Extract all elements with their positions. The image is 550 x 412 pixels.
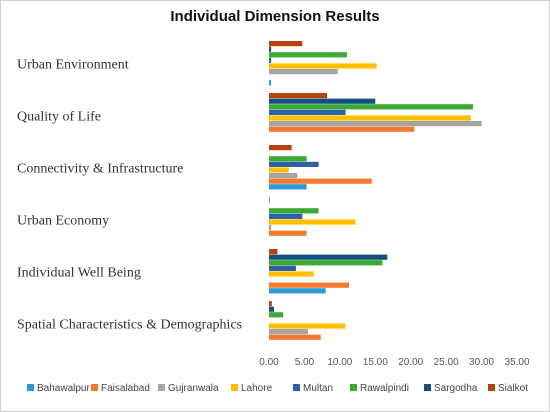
bar-faisalabad-individual-well-being <box>269 282 350 288</box>
bar-sialkot-quality-of-life <box>269 93 328 99</box>
bar-gujranwala-spatial-characteristics-and-demographics <box>269 329 308 335</box>
legend-label-faisalabad: Faisalabad <box>101 383 150 394</box>
category-label-individual-well-being: Individual Well Being <box>17 265 141 280</box>
bar-sargodha-individual-well-being <box>269 254 388 260</box>
category-label-spatial-characteristics-and-demographics: Spatial Characteristics & Demographics <box>17 317 242 332</box>
bar-lahore-individual-well-being <box>269 271 314 277</box>
category-label-urban-economy: Urban Economy <box>17 213 109 228</box>
legend-swatch-faisalabad <box>91 384 98 391</box>
bar-sialkot-urban-economy <box>269 197 270 203</box>
bar-bahawalpur-urban-environment <box>269 80 272 86</box>
bar-multan-individual-well-being <box>269 265 296 271</box>
bar-lahore-connectivity-and-infrastructure <box>269 167 289 173</box>
category-label-urban-environment: Urban Environment <box>17 57 129 72</box>
bar-gujranwala-urban-environment <box>269 69 338 75</box>
bar-faisalabad-connectivity-and-infrastructure <box>269 178 372 184</box>
legend-label-rawalpindi: Rawalpindi <box>360 383 409 394</box>
x-tick-label: 20.00 <box>398 357 423 368</box>
bar-sialkot-connectivity-and-infrastructure <box>269 145 292 151</box>
legend-swatch-lahore <box>231 384 238 391</box>
bar-sargodha-quality-of-life <box>269 98 376 104</box>
x-axis: 0.00 5.00 10.00 15.00 20.00 25.00 30.00 35.00 <box>259 357 530 368</box>
x-tick-label: 30.00 <box>469 357 494 368</box>
bar-lahore-quality-of-life <box>269 115 471 121</box>
legend-swatch-rawalpindi <box>350 384 357 391</box>
bar-multan-urban-environment <box>269 57 272 63</box>
bar-faisalabad-urban-economy <box>269 230 307 236</box>
bar-gujranwala-connectivity-and-infrastructure <box>269 173 298 179</box>
bar-rawalpindi-spatial-characteristics-and-demographics <box>269 312 284 318</box>
bar-lahore-urban-environment <box>269 63 377 69</box>
bar-sialkot-urban-environment <box>269 41 303 47</box>
x-tick-label: 35.00 <box>504 357 529 368</box>
bar-multan-urban-economy <box>269 213 303 219</box>
bar-rawalpindi-quality-of-life <box>269 104 474 110</box>
x-tick-label: 5.00 <box>295 357 315 368</box>
bar-bahawalpur-individual-well-being <box>269 288 326 294</box>
bar-sargodha-spatial-characteristics-and-demographics <box>269 306 274 312</box>
legend-label-lahore: Lahore <box>241 383 273 394</box>
legend-swatch-sargodha <box>424 384 431 391</box>
bar-faisalabad-quality-of-life <box>269 126 415 132</box>
bar-rawalpindi-urban-environment <box>269 52 347 58</box>
legend-swatch-bahawalpur <box>27 384 34 391</box>
bar-gujranwala-urban-economy <box>269 225 272 231</box>
legend-label-bahawalpur: Bahawalpur <box>37 383 90 394</box>
bar-gujranwala-quality-of-life <box>269 121 482 127</box>
legend-label-gujranwala: Gujranwala <box>168 383 219 394</box>
bar-rawalpindi-connectivity-and-infrastructure <box>269 156 307 162</box>
legend-label-sialkot: Sialkot <box>498 383 528 394</box>
bars-group <box>269 41 482 340</box>
bar-rawalpindi-individual-well-being <box>269 260 383 266</box>
x-tick-label: 0.00 <box>259 357 279 368</box>
category-label-quality-of-life: Quality of Life <box>17 109 101 124</box>
x-tick-label: 15.00 <box>363 357 388 368</box>
legend-label-sargodha: Sargodha <box>434 383 478 394</box>
bar-multan-quality-of-life <box>269 109 346 115</box>
x-tick-label: 10.00 <box>327 357 352 368</box>
bar-bahawalpur-connectivity-and-infrastructure <box>269 184 307 190</box>
legend-swatch-multan <box>293 384 300 391</box>
category-labels: Urban Environment Quality of Life Connecti… <box>17 57 242 332</box>
legend-swatch-sialkot <box>488 384 495 391</box>
legend-swatch-gujranwala <box>158 384 165 391</box>
legend-label-multan: Multan <box>303 383 333 394</box>
bar-multan-connectivity-and-infrastructure <box>269 161 319 167</box>
chart-title: Individual Dimension Results <box>170 8 379 25</box>
bar-lahore-spatial-characteristics-and-demographics <box>269 323 346 329</box>
bar-sargodha-urban-environment <box>269 46 272 52</box>
bar-sialkot-spatial-characteristics-and-demographics <box>269 301 272 307</box>
x-tick-label: 25.00 <box>434 357 459 368</box>
bar-faisalabad-spatial-characteristics-and-demographics <box>269 334 321 340</box>
category-label-connectivity-and-infrastructure: Connectivity & Infrastructure <box>17 161 183 176</box>
bar-rawalpindi-urban-economy <box>269 208 319 214</box>
legend: Bahawalpur Faisalabad Gujranwala Lahore Mult… <box>27 383 528 394</box>
bar-sialkot-individual-well-being <box>269 249 278 255</box>
bar-lahore-urban-economy <box>269 219 356 225</box>
